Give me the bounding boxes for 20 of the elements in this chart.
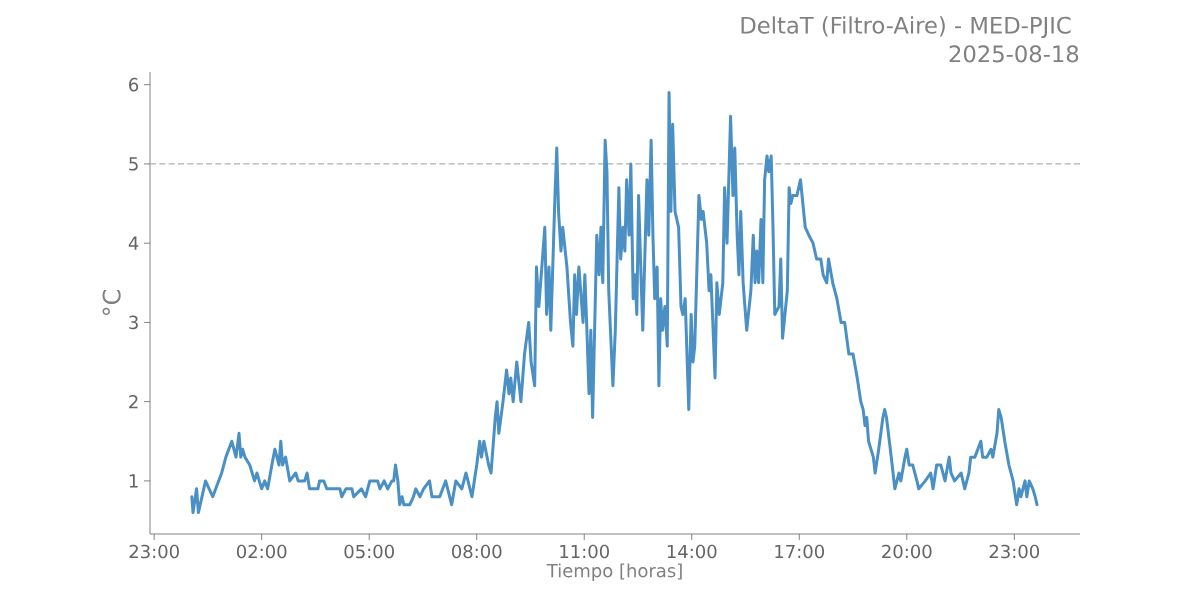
y-tick-label: 2	[129, 394, 138, 409]
y-tick-label: 4	[128, 236, 139, 250]
x-tick-label: 17:00	[775, 544, 825, 559]
x-tick-label: 08:00	[451, 544, 502, 559]
y-tick-label: 1	[129, 474, 138, 488]
y-axis-title: °C	[102, 289, 121, 316]
x-axis-title: Tiempo [horas]	[546, 563, 682, 581]
chart-subtitle: 2025-08-18	[949, 45, 1079, 63]
chart-title: DeltaT (Filtro-Aire) - MED-PJIC	[741, 16, 1071, 39]
line-series	[190, 91, 1039, 515]
y-tick-label: 3	[129, 315, 138, 330]
x-tick-label: 14:00	[667, 544, 717, 559]
x-tick-label: 20:00	[882, 544, 932, 559]
y-tick-label: 5	[129, 157, 138, 171]
x-tick-label: 05:00	[344, 544, 394, 559]
x-tick-label: 23:00	[129, 544, 179, 559]
x-tick-label: 23:00	[989, 544, 1040, 559]
x-tick-label: 02:00	[236, 544, 287, 559]
x-tick-label: 11:00	[560, 544, 609, 559]
y-tick-label: 6	[129, 77, 139, 92]
